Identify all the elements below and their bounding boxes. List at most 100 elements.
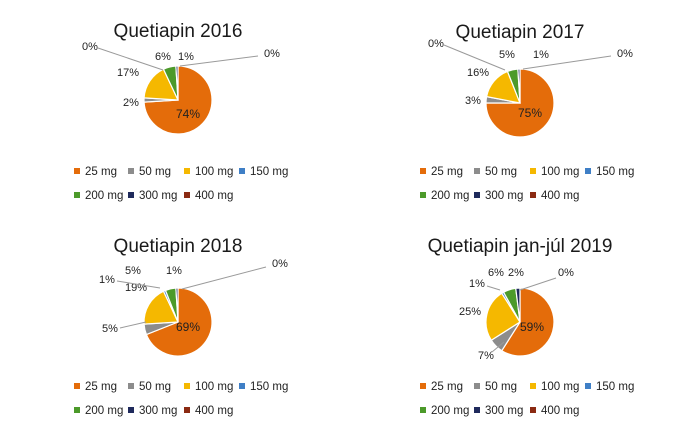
legend-label: 400 mg [195,405,233,417]
legend-item: 25 mg [420,381,463,393]
pie-chart-2: Quetiapin 2017 75% 3% 16% 0% 5% 1% 0% 25 mg 50 mg… [420,22,634,202]
pie-slice-25-mg [500,287,555,357]
leader-line [119,321,147,329]
data-label: 2% [508,267,524,279]
legend-item: 150 mg [585,166,634,178]
legend-item: 100 mg [184,381,233,393]
data-label: 0% [82,41,98,53]
data-label: 0% [558,267,574,279]
pie-chart-1: Quetiapin 2016 74% 2% 17% 0% 6% 1% 0% 25 mg 50 mg… [74,21,288,202]
legend-swatch [420,407,426,413]
legend-item: 200 mg [74,405,123,417]
legend-item: 50 mg [474,381,517,393]
legend-swatch [128,383,134,389]
pie-slice-100-mg [143,290,179,325]
legend-label: 150 mg [596,381,634,393]
legend-swatch [239,168,245,174]
data-label: 59% [520,320,544,334]
legend-label: 150 mg [250,381,288,393]
legend-swatch [420,168,426,174]
chart-title: Quetiapin 2018 [114,236,243,257]
data-label: 5% [499,49,515,61]
legend-swatch [184,383,190,389]
legend-swatch [530,383,536,389]
legend-item: 25 mg [420,166,463,178]
legend-label: 300 mg [139,190,177,202]
legend-label: 100 mg [541,381,579,393]
data-label: 75% [518,106,542,120]
data-label: 0% [617,48,633,60]
data-label: 1% [178,51,194,63]
data-label: 5% [125,265,141,277]
legend-label: 200 mg [431,190,469,202]
legend-swatch [420,383,426,389]
legend-item: 150 mg [585,381,634,393]
legend-swatch [474,192,480,198]
pie-slice-300-mg [515,287,521,323]
legend-item: 100 mg [530,381,579,393]
data-label: 25% [459,306,481,318]
data-label: 0% [264,48,280,60]
legend-label: 200 mg [85,190,123,202]
legend-label: 50 mg [139,166,171,178]
leader-line [97,47,164,71]
legend-item: 50 mg [128,381,171,393]
pie-chart-4: Quetiapin jan-júl 2019 59% 7% 25% 1%6% 2% 0% 25… [420,236,634,417]
pie-slice-300-mg [175,287,179,323]
legend-label: 150 mg [596,166,634,178]
legend-item: 150 mg [239,381,288,393]
legend-swatch [474,407,480,413]
legend-item: 25 mg [74,381,117,393]
leader-line [116,280,161,289]
data-label: 69% [176,320,200,334]
legend-item: 400 mg [184,405,233,417]
legend-label: 50 mg [139,381,171,393]
chart-title: Quetiapin jan-júl 2019 [428,236,613,257]
legend-swatch [474,168,480,174]
chart-title: Quetiapin 2016 [114,21,243,42]
legend-swatch [184,192,190,198]
data-label: 3% [465,95,481,107]
legend-label: 50 mg [485,381,517,393]
legend-item: 150 mg [239,166,288,178]
data-label: 6% [488,267,504,279]
legend-item: 300 mg [474,190,523,202]
legend-item: 50 mg [128,166,171,178]
legend-label: 300 mg [485,190,523,202]
data-label: 1% [99,274,115,286]
pie-slice-300-mg [175,65,179,101]
legend-swatch [74,407,80,413]
data-label: 74% [176,107,200,121]
legend-label: 100 mg [195,166,233,178]
pie-slice-25-mg [145,287,213,357]
data-label: 2% [123,97,139,109]
legend-label: 150 mg [250,166,288,178]
legend-item: 100 mg [184,166,233,178]
legend-label: 200 mg [85,405,123,417]
leader-line [522,55,612,70]
legend-swatch [128,407,134,413]
legend-label: 25 mg [431,166,463,178]
legend-item: 300 mg [128,190,177,202]
legend-swatch [239,383,245,389]
legend-swatch [530,407,536,413]
leader-line [519,277,557,291]
legend-label: 200 mg [431,405,469,417]
legend-swatch [530,168,536,174]
legend-item: 400 mg [184,190,233,202]
legend-item: 400 mg [530,190,579,202]
pie-slice-300-mg [517,68,521,104]
pie-slice-100-mg [485,292,521,342]
legend-item: 300 mg [474,405,523,417]
legend-label: 400 mg [195,190,233,202]
legend-swatch [585,383,591,389]
leader-line [179,55,259,67]
legend-label: 300 mg [139,405,177,417]
data-label: 1% [469,278,485,290]
legend-swatch [128,168,134,174]
legend-item: 100 mg [530,166,579,178]
leader-line [491,341,505,353]
legend-swatch [530,192,536,198]
